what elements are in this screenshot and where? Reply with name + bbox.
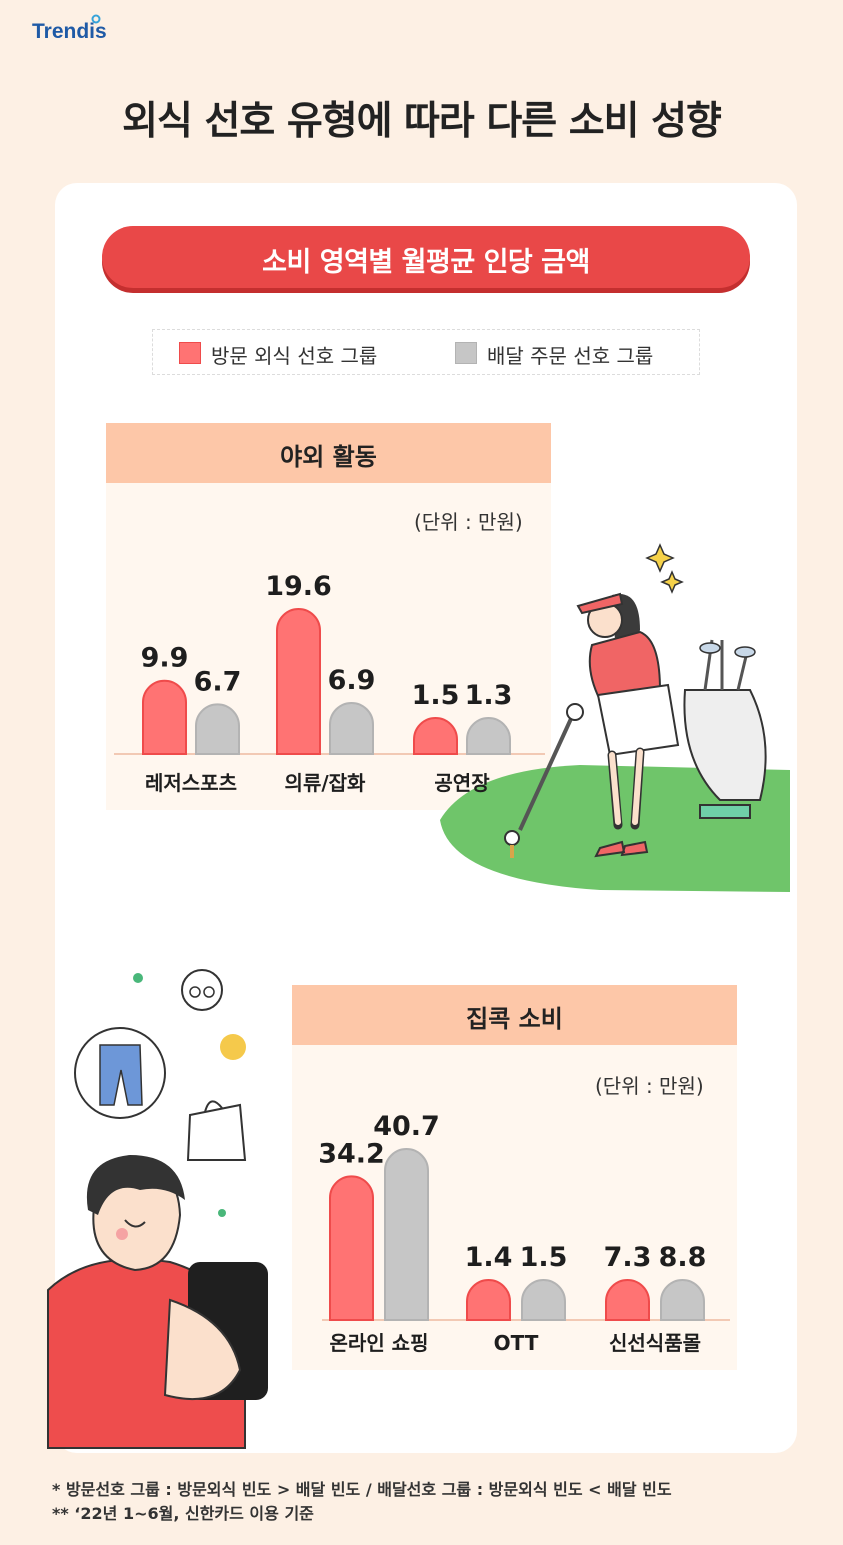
logo-dot-icon [91, 14, 101, 24]
data-label: 6.7 [194, 666, 242, 697]
category-label: OTT [494, 1331, 539, 1355]
golfer-illustration [440, 543, 790, 892]
bar-visit-2 [413, 717, 458, 755]
category-label: 공연장 [434, 771, 490, 795]
data-label: 7.3 [604, 1242, 652, 1273]
page-title: 외식 선호 유형에 따라 다른 소비 성향 [122, 99, 722, 144]
bar-delivery-2 [466, 717, 511, 755]
section-banner: 소비 영역별 월평균 인당 금액 [102, 226, 750, 288]
footnote-2: ** ‘22년 1~6월, 신한카드 이용 기준 [52, 1504, 314, 1523]
bar-visit-1 [276, 607, 321, 755]
banner-label: 소비 영역별 월평균 인당 금액 [262, 247, 590, 278]
data-label: 6.9 [328, 665, 376, 696]
bar-visit-0 [142, 679, 187, 755]
chart-header-home: 집콕 소비 [292, 985, 737, 1045]
category-label: 레저스포츠 [145, 771, 237, 795]
legend-label-visit: 방문 외식 선호 그룹 [211, 344, 378, 368]
data-label: 1.3 [465, 680, 513, 711]
data-label: 8.8 [659, 1242, 707, 1273]
data-label: 1.5 [412, 680, 460, 711]
bar-delivery-1 [329, 701, 374, 755]
bar-visit-0 [329, 1175, 374, 1321]
unit-label-home: (단위 : 만원) [595, 1074, 704, 1098]
data-label: 1.5 [520, 1242, 568, 1273]
chart-title-outdoor: 야외 활동 [280, 443, 377, 471]
category-label: 의류/잡화 [285, 771, 367, 795]
data-label: 9.9 [141, 643, 189, 674]
chart-header-outdoor: 야외 활동 [106, 423, 551, 483]
shopper-illustration [47, 969, 268, 1449]
chart-0: 9.96.7 레저스포츠 19.6 6.9 의류/잡화 1.5 1.3 공연장 [114, 571, 545, 795]
legend-swatch-delivery [455, 342, 477, 364]
chart-title-home: 집콕 소비 [466, 1005, 563, 1033]
bar-visit-1 [466, 1279, 511, 1321]
brand-logo: Trendis [32, 14, 107, 44]
bar-delivery-2 [660, 1279, 705, 1321]
unit-label-outdoor: (단위 : 만원) [414, 510, 523, 534]
data-label: 34.2 [318, 1138, 385, 1169]
chart-1: 34.240.7 온라인 쇼핑 1.4 1.5 OTT 7.3 8.8 신선식품몰 [318, 1111, 730, 1355]
bar-delivery-0 [384, 1148, 429, 1321]
bar-delivery-0 [195, 703, 240, 755]
data-label: 1.4 [465, 1242, 513, 1273]
category-label: 신선식품몰 [609, 1331, 701, 1355]
data-label: 40.7 [373, 1111, 440, 1142]
legend-swatch-visit [179, 342, 201, 364]
category-label: 온라인 쇼핑 [330, 1331, 429, 1355]
legend: 방문 외식 선호 그룹 배달 주문 선호 그룹 [152, 329, 700, 375]
data-label: 19.6 [265, 571, 332, 602]
bar-visit-2 [605, 1279, 650, 1321]
legend-label-delivery: 배달 주문 선호 그룹 [487, 344, 654, 368]
footnote-1: * 방문선호 그룹 : 방문외식 빈도 > 배달 빈도 / 배달선호 그룹 : … [52, 1480, 672, 1499]
bar-delivery-1 [521, 1279, 566, 1321]
